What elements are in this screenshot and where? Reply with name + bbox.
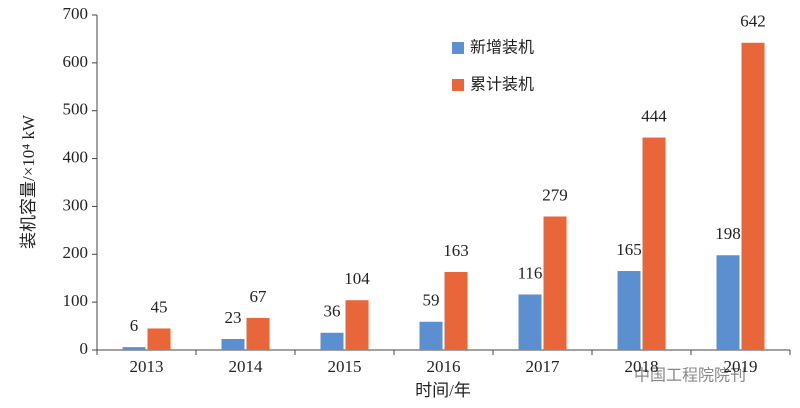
value-label: 36 (324, 302, 341, 321)
y-tick-label: 400 (63, 147, 89, 166)
value-label: 279 (542, 185, 568, 204)
bar (122, 347, 146, 350)
bar (518, 294, 542, 350)
value-label: 67 (250, 287, 268, 306)
value-label: 165 (616, 240, 642, 259)
legend-label: 新增装机 (470, 38, 534, 57)
value-label: 59 (423, 291, 440, 310)
value-label: 116 (518, 263, 543, 282)
bar (716, 255, 740, 350)
x-tick-label: 2017 (526, 357, 561, 376)
y-tick-label: 0 (80, 339, 89, 358)
bar (741, 42, 765, 350)
y-tick-label: 100 (63, 291, 89, 310)
x-tick-label: 2013 (130, 357, 164, 376)
y-tick-label: 300 (63, 195, 89, 214)
watermark: 中国工程院院刊 (634, 366, 746, 385)
legend-swatch (452, 79, 464, 91)
bar (221, 338, 245, 350)
legend-label: 累计装机 (470, 75, 534, 94)
bar (320, 332, 344, 350)
x-tick-label: 2019 (724, 357, 758, 376)
x-tick-label: 2016 (427, 357, 461, 376)
x-tick-label: 2018 (625, 357, 659, 376)
y-tick-label: 500 (63, 100, 89, 119)
y-axis-label: 装机容量/×10⁴ kW (19, 114, 38, 249)
x-axis-label: 时间/年 (415, 381, 471, 400)
value-label: 444 (641, 106, 667, 125)
value-label: 198 (715, 224, 741, 243)
bar (419, 321, 443, 350)
x-tick-label: 2014 (229, 357, 264, 376)
value-label: 642 (740, 12, 766, 31)
bar (642, 137, 666, 350)
value-label: 104 (344, 269, 370, 288)
y-tick-label: 600 (63, 52, 89, 71)
bar (617, 271, 641, 350)
value-label: 45 (151, 297, 168, 316)
value-label: 6 (130, 316, 139, 335)
bar (345, 300, 369, 350)
bar (246, 317, 270, 350)
bar (444, 271, 468, 350)
bar (147, 328, 171, 350)
y-tick-label: 700 (63, 4, 89, 23)
bar (543, 216, 567, 350)
value-label: 23 (225, 308, 242, 327)
x-tick-label: 2015 (328, 357, 362, 376)
value-label: 163 (443, 241, 469, 260)
y-tick-label: 200 (63, 243, 89, 262)
legend-swatch (452, 42, 464, 54)
